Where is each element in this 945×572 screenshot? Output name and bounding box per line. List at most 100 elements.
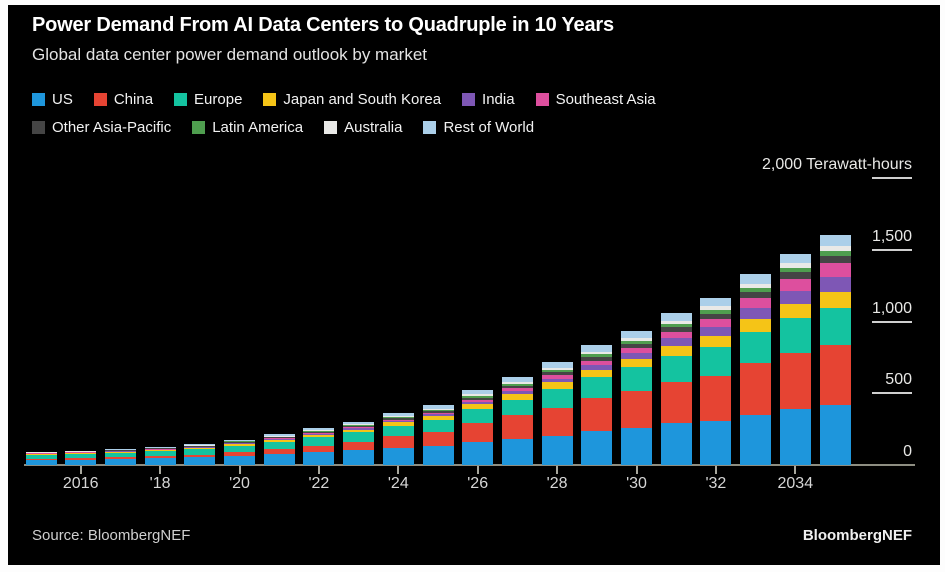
x-axis-label-2018: '18 (149, 475, 171, 492)
legend-item-rest-of-world: Rest of World (423, 119, 534, 136)
bar-segment-us-2022 (303, 451, 335, 465)
legend-label-europe: Europe (194, 91, 243, 108)
bar-segment-europe-2033 (740, 331, 772, 364)
bar-2025 (422, 405, 454, 465)
bar-2033 (740, 274, 772, 465)
bar-segment-latin-america-2034 (779, 267, 811, 273)
bar-segment-us-2031 (660, 423, 692, 465)
bar-segment-europe-2018 (144, 451, 176, 457)
y-axis-label-1500: 1,500 (871, 227, 912, 245)
bar-segment-japan-south-korea-2022 (303, 435, 335, 438)
legend-swatch-southeast-asia (535, 93, 549, 106)
legend-item-southeast-asia: Southeast Asia (535, 91, 656, 108)
legend-row-1: US China Europe Japan and South Korea India S… (32, 91, 677, 108)
bar-segment-us-2034 (779, 409, 811, 465)
bar-2016 (65, 450, 97, 465)
bar-segment-latin-america-2031 (660, 323, 692, 328)
bar-segment-japan-south-korea-2016 (65, 452, 97, 454)
x-axis-tick-2032 (714, 466, 717, 474)
bar-segment-china-2033 (740, 363, 772, 415)
bar-segment-southeast-asia-2033 (740, 298, 772, 308)
bar-segment-india-2030 (621, 352, 652, 359)
bar-segment-us-2025 (422, 446, 454, 465)
bar-segment-japan-south-korea-2027 (501, 393, 533, 400)
bar-segment-india-2020 (224, 443, 255, 445)
bar-segment-rest-of-world-2031 (660, 312, 692, 321)
bar-segment-southeast-asia-2022 (303, 433, 335, 435)
bar-segment-europe-2030 (621, 367, 652, 392)
legend-swatch-other-asia-pacific (32, 121, 45, 134)
y-axis-tick-1000 (872, 320, 912, 323)
bar-segment-latin-america-2025 (422, 409, 454, 412)
bar-segment-rest-of-world-2022 (303, 428, 335, 431)
x-axis-baseline (24, 464, 915, 466)
bar-segment-rest-of-world-2020 (224, 439, 255, 441)
chart-container: Power Demand From AI Data Centers to Qua… (8, 5, 940, 565)
bar-segment-us-2016 (65, 459, 97, 465)
bar-segment-other-asia-pacific-2020 (224, 441, 255, 443)
bar-segment-rest-of-world-2017 (104, 449, 136, 450)
bar-segment-japan-south-korea-2024 (382, 422, 414, 426)
bar-2024 (382, 412, 414, 465)
bar-segment-europe-2031 (660, 355, 692, 382)
bar-segment-latin-america-2028 (541, 369, 573, 373)
legend-item-australia: Australia (324, 119, 402, 136)
bar-segment-southeast-asia-2032 (700, 319, 732, 328)
bar-segment-rest-of-world-2018 (144, 446, 176, 448)
bar-segment-europe-2024 (382, 425, 414, 437)
bar-2031 (660, 312, 692, 465)
x-axis-tick-2018 (159, 466, 162, 474)
bar-segment-europe-2017 (104, 452, 136, 458)
y-axis-label-2000: 2,000 Terawatt-hours (761, 156, 912, 173)
bar-segment-australia-2035 (819, 245, 851, 251)
bar-segment-other-asia-pacific-2022 (303, 432, 335, 434)
bar-segment-china-2020 (224, 452, 255, 456)
bar-segment-india-2032 (700, 327, 732, 336)
bar-segment-japan-south-korea-2025 (422, 415, 454, 420)
bar-segment-latin-america-2029 (581, 354, 613, 357)
bar-segment-us-2019 (184, 457, 216, 465)
bar-2035 (819, 235, 851, 465)
bar-segment-us-2032 (700, 420, 732, 465)
bar-segment-china-2028 (541, 407, 573, 436)
bar-segment-rest-of-world-2033 (740, 274, 772, 284)
bar-2020 (224, 439, 255, 465)
bar-segment-europe-2016 (65, 453, 97, 459)
bar-segment-us-2023 (343, 449, 375, 465)
legend-label-latin-america: Latin America (212, 119, 304, 136)
bar-segment-latin-america-2023 (343, 424, 375, 426)
bar-segment-china-2034 (779, 352, 811, 410)
bar-segment-us-2027 (501, 439, 533, 465)
x-axis-label-2020: '20 (229, 475, 250, 492)
bar-segment-rest-of-world-2028 (541, 362, 573, 368)
bar-segment-australia-2034 (779, 263, 811, 268)
bar-segment-japan-south-korea-2015 (25, 453, 57, 455)
legend-item-japan-south-korea: Japan and South Korea (263, 91, 441, 108)
bar-segment-india-2034 (779, 291, 811, 305)
bar-segment-other-asia-pacific-2018 (144, 448, 176, 450)
bar-2028 (541, 362, 573, 465)
bar-segment-other-asia-pacific-2015 (25, 452, 57, 454)
bar-segment-australia-2023 (343, 424, 375, 425)
x-axis-tick-2020 (238, 466, 241, 474)
bar-segment-europe-2015 (25, 454, 57, 459)
bar-segment-latin-america-2032 (700, 309, 732, 314)
bar-segment-southeast-asia-2021 (263, 438, 295, 439)
bar-segment-latin-america-2033 (740, 287, 772, 292)
bar-2017 (104, 449, 136, 465)
bar-segment-us-2021 (263, 453, 295, 465)
bar-segment-australia-2030 (621, 337, 652, 341)
bar-2022 (303, 428, 335, 465)
bar-segment-rest-of-world-2021 (263, 434, 295, 436)
bar-segment-other-asia-pacific-2032 (700, 313, 732, 320)
legend-label-japan-south-korea: Japan and South Korea (283, 91, 442, 108)
bar-segment-australia-2025 (422, 408, 454, 410)
bar-segment-india-2035 (819, 277, 851, 293)
legend-label-india: India (482, 91, 515, 108)
bar-segment-us-2026 (462, 442, 494, 465)
bar-segment-australia-2033 (740, 283, 772, 288)
bar-segment-other-asia-pacific-2021 (263, 437, 295, 439)
bar-segment-japan-south-korea-2031 (660, 345, 692, 356)
bar-segment-australia-2027 (501, 382, 533, 384)
bar-segment-rest-of-world-2030 (621, 330, 652, 338)
